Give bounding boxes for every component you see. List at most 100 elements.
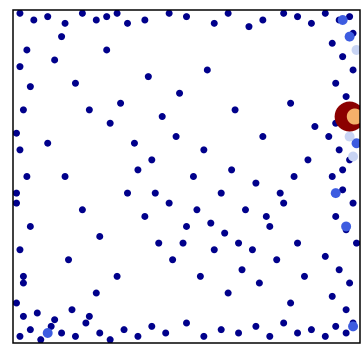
point: [290, 173, 298, 180]
point: [134, 332, 142, 340]
point: [51, 56, 59, 64]
point: [344, 131, 355, 142]
point: [106, 119, 114, 127]
point: [176, 89, 184, 97]
point: [196, 272, 204, 280]
point: [241, 206, 249, 214]
point: [19, 279, 27, 287]
point: [44, 13, 52, 21]
point: [130, 139, 138, 147]
point: [183, 222, 190, 230]
point: [19, 272, 27, 280]
point: [148, 322, 156, 330]
point: [78, 10, 86, 17]
point: [337, 14, 348, 25]
point: [92, 289, 100, 297]
point: [26, 222, 34, 230]
point: [328, 292, 336, 300]
point: [162, 329, 170, 337]
point: [148, 156, 156, 164]
point: [348, 321, 359, 332]
point: [294, 13, 302, 21]
point: [141, 212, 149, 220]
point: [287, 99, 295, 107]
plot-area: [13, 10, 360, 343]
point: [280, 199, 288, 207]
point: [169, 256, 177, 264]
point: [321, 10, 329, 17]
point: [200, 332, 208, 340]
point: [26, 326, 34, 334]
point: [13, 299, 20, 307]
point: [58, 33, 66, 41]
point: [339, 166, 347, 174]
point: [346, 108, 360, 125]
point: [120, 326, 128, 334]
plot-frame: [12, 9, 361, 344]
point: [252, 179, 260, 187]
point: [245, 23, 253, 31]
point: [26, 83, 34, 91]
point: [37, 336, 45, 343]
point: [179, 239, 187, 247]
point: [231, 106, 239, 114]
point: [335, 146, 343, 154]
point: [158, 113, 166, 121]
point: [51, 316, 59, 324]
point: [339, 53, 347, 61]
point: [351, 138, 360, 149]
point: [19, 312, 27, 320]
point: [103, 13, 111, 21]
point: [71, 332, 79, 340]
point: [13, 189, 20, 197]
point: [328, 173, 336, 180]
point: [183, 319, 190, 327]
point: [92, 16, 100, 24]
point: [351, 44, 360, 55]
point: [262, 212, 270, 220]
point: [224, 10, 232, 17]
point: [224, 289, 232, 297]
point: [16, 10, 24, 17]
point: [200, 146, 208, 154]
point: [307, 326, 315, 334]
point: [332, 79, 340, 87]
point: [273, 256, 281, 264]
point: [335, 266, 343, 274]
point: [106, 336, 114, 343]
point: [217, 326, 225, 334]
point: [124, 19, 132, 27]
point: [124, 189, 132, 197]
point: [248, 246, 256, 254]
point: [235, 239, 243, 247]
point: [332, 212, 340, 220]
point: [300, 272, 308, 280]
point: [33, 309, 41, 317]
point: [339, 186, 347, 194]
point: [252, 322, 260, 330]
point: [165, 10, 173, 17]
point: [165, 199, 173, 207]
point: [332, 322, 340, 330]
point: [342, 93, 350, 101]
point: [65, 256, 73, 264]
point: [349, 199, 357, 207]
point: [193, 206, 201, 214]
point: [103, 46, 111, 54]
point: [58, 329, 66, 337]
point: [330, 188, 341, 199]
point: [342, 306, 350, 314]
point: [294, 239, 302, 247]
point: [207, 219, 215, 227]
point: [349, 66, 357, 74]
point: [321, 252, 329, 260]
point: [96, 232, 104, 240]
point: [287, 299, 295, 307]
point: [203, 66, 211, 74]
point: [141, 16, 149, 24]
point: [235, 329, 243, 337]
point: [294, 329, 302, 337]
point: [311, 123, 319, 131]
